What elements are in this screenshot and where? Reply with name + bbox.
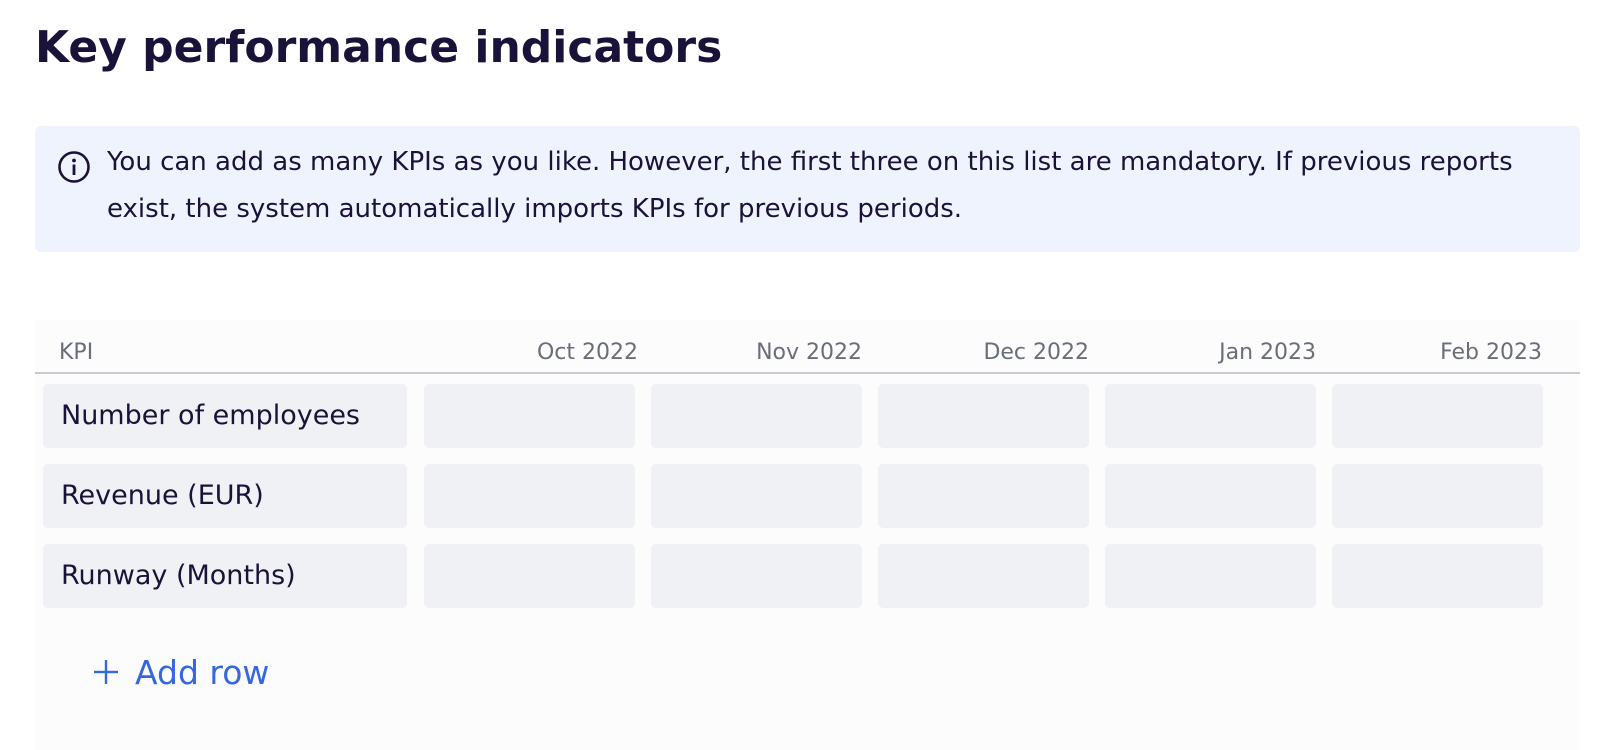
info-text: You can add as many KPIs as you like. Ho… [107, 147, 1513, 224]
kpi-value-input[interactable] [1105, 384, 1316, 448]
kpi-value-input[interactable] [424, 544, 635, 608]
info-banner: You can add as many KPIs as you like. Ho… [35, 126, 1580, 252]
kpi-name-cell: Runway (Months) [43, 544, 407, 608]
table-row: Runway (Months) [35, 544, 1580, 608]
kpi-value-input[interactable] [1332, 544, 1543, 608]
kpi-value-input[interactable] [424, 384, 635, 448]
add-row-button[interactable]: Add row [93, 650, 269, 694]
add-row-label: Add row [135, 652, 270, 692]
table-row: Revenue (EUR) [35, 464, 1580, 528]
column-header-kpi: KPI [59, 340, 94, 365]
column-header-month: Feb 2023 [1440, 340, 1542, 365]
kpi-value-input[interactable] [878, 544, 1089, 608]
kpi-value-input[interactable] [1105, 464, 1316, 528]
kpi-value-input[interactable] [878, 384, 1089, 448]
kpi-value-input[interactable] [651, 544, 862, 608]
kpi-name-cell: Revenue (EUR) [43, 464, 407, 528]
table-header: KPI Oct 2022 Nov 2022 Dec 2022 Jan 2023 … [35, 320, 1580, 374]
kpi-name-cell: Number of employees [43, 384, 407, 448]
column-header-month: Dec 2022 [983, 340, 1089, 365]
kpi-value-input[interactable] [1332, 384, 1543, 448]
column-header-month: Nov 2022 [756, 340, 862, 365]
kpi-value-input[interactable] [651, 384, 862, 448]
column-header-month: Oct 2022 [536, 340, 638, 365]
kpi-value-input[interactable] [878, 464, 1089, 528]
kpi-value-input[interactable] [424, 464, 635, 528]
plus-icon [94, 660, 118, 684]
page-title: Key performance indicators [35, 22, 723, 73]
info-circle-icon [58, 151, 90, 183]
kpi-value-input[interactable] [651, 464, 862, 528]
table-row: Number of employees [35, 384, 1580, 448]
kpi-value-input[interactable] [1332, 464, 1543, 528]
kpi-value-input[interactable] [1105, 544, 1316, 608]
column-header-month: Jan 2023 [1219, 340, 1316, 365]
kpi-table: KPI Oct 2022 Nov 2022 Dec 2022 Jan 2023 … [35, 320, 1580, 750]
